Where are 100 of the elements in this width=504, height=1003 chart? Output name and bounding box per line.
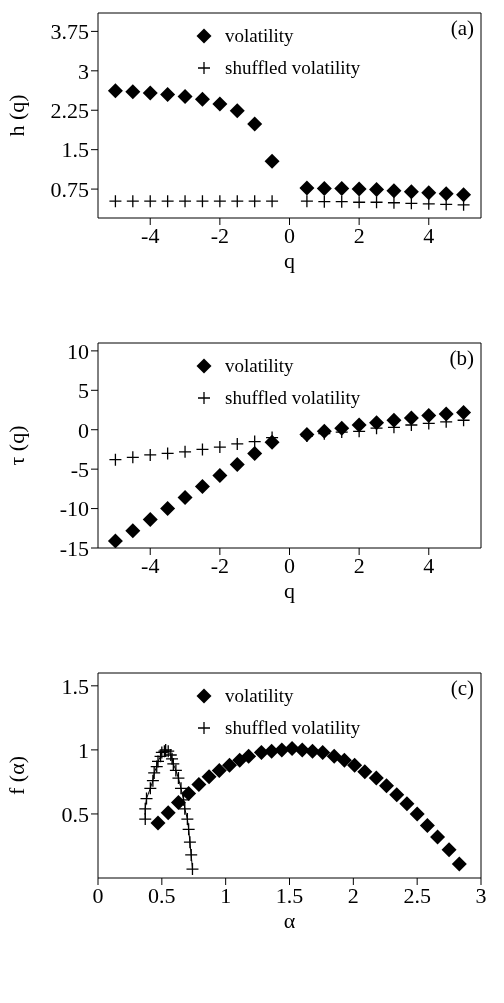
y-tick-label: 3.75 — [50, 19, 89, 45]
point — [422, 197, 436, 211]
point — [419, 817, 435, 833]
point — [147, 766, 161, 780]
point — [150, 815, 166, 831]
point — [138, 802, 152, 816]
point — [160, 86, 176, 102]
point — [347, 757, 363, 773]
y-tick-label: -5 — [70, 456, 89, 482]
x-tick-label: 2 — [347, 882, 359, 908]
point — [229, 456, 245, 472]
x-tick-label: 1 — [220, 882, 232, 908]
point — [315, 744, 331, 760]
y-tick-label: 0.75 — [50, 176, 89, 202]
y-tick-label: 5 — [78, 378, 89, 404]
y-axis-title: τ (q) — [3, 425, 29, 466]
point — [142, 85, 158, 101]
point — [389, 787, 405, 803]
point — [146, 773, 160, 788]
point — [125, 523, 141, 539]
point — [107, 83, 123, 99]
point — [195, 194, 210, 208]
point — [191, 776, 207, 792]
point — [222, 757, 237, 773]
point — [229, 103, 245, 119]
annotation: (a) — [450, 16, 474, 41]
x-tick-label: -2 — [210, 222, 230, 248]
point — [185, 862, 200, 876]
point — [294, 742, 310, 758]
point — [386, 183, 402, 199]
point — [178, 445, 192, 459]
point — [183, 835, 197, 849]
point — [316, 181, 332, 197]
y-tick-label: 0.5 — [61, 801, 89, 827]
point — [326, 748, 342, 764]
point — [150, 759, 164, 774]
point — [430, 829, 446, 845]
point — [403, 410, 419, 426]
point — [421, 408, 437, 424]
point — [178, 802, 192, 816]
point — [143, 448, 157, 462]
y-axis-title: f (α) — [3, 755, 29, 796]
point — [369, 415, 385, 431]
point — [352, 195, 366, 209]
point — [108, 194, 123, 208]
point — [230, 194, 244, 208]
point — [230, 437, 244, 451]
point — [174, 781, 188, 795]
point — [247, 445, 263, 461]
point — [213, 194, 227, 208]
point — [160, 194, 175, 208]
point — [184, 848, 198, 862]
point — [421, 185, 437, 201]
y-tick-label: 1.5 — [61, 137, 89, 163]
point — [264, 743, 280, 759]
point — [247, 116, 263, 132]
point — [107, 533, 123, 548]
x-tick-label: 0.5 — [148, 882, 176, 908]
point — [177, 89, 193, 105]
point — [212, 467, 228, 483]
point — [151, 754, 165, 769]
legend-label: volatility — [225, 24, 294, 48]
point — [181, 785, 197, 801]
point — [441, 842, 457, 858]
legend-label: volatility — [225, 354, 294, 378]
y-tick-label: -10 — [59, 496, 89, 522]
point — [368, 770, 384, 786]
point — [177, 490, 193, 506]
point — [369, 182, 385, 198]
y-tick-label: 3 — [78, 58, 89, 84]
point — [351, 181, 367, 197]
point — [409, 806, 425, 822]
point — [438, 406, 454, 422]
legend-label: shuffled volatility — [225, 56, 361, 80]
point — [299, 180, 315, 196]
point — [125, 84, 141, 100]
legend-label: volatility — [225, 684, 294, 708]
x-tick-label: -4 — [141, 552, 160, 578]
y-tick-label: 1.5 — [61, 673, 89, 699]
point — [456, 404, 472, 420]
annotation: (c) — [450, 676, 474, 701]
point — [241, 748, 257, 764]
point — [178, 194, 192, 208]
point — [335, 195, 349, 209]
y-axis-title: h (q) — [3, 94, 29, 137]
point — [138, 812, 152, 826]
point — [194, 479, 210, 494]
point — [404, 196, 419, 210]
point — [317, 195, 331, 209]
y-tick-label: -15 — [59, 535, 89, 561]
point — [438, 186, 454, 202]
point — [265, 194, 279, 208]
x-tick-label: 0 — [284, 552, 295, 578]
x-tick-label: -4 — [141, 222, 160, 248]
x-tick-label: -2 — [210, 552, 230, 578]
x-tick-label: 2 — [353, 222, 365, 248]
point — [169, 763, 183, 778]
x-tick-label: 0 — [284, 222, 295, 248]
point — [195, 442, 210, 457]
point — [357, 764, 373, 780]
